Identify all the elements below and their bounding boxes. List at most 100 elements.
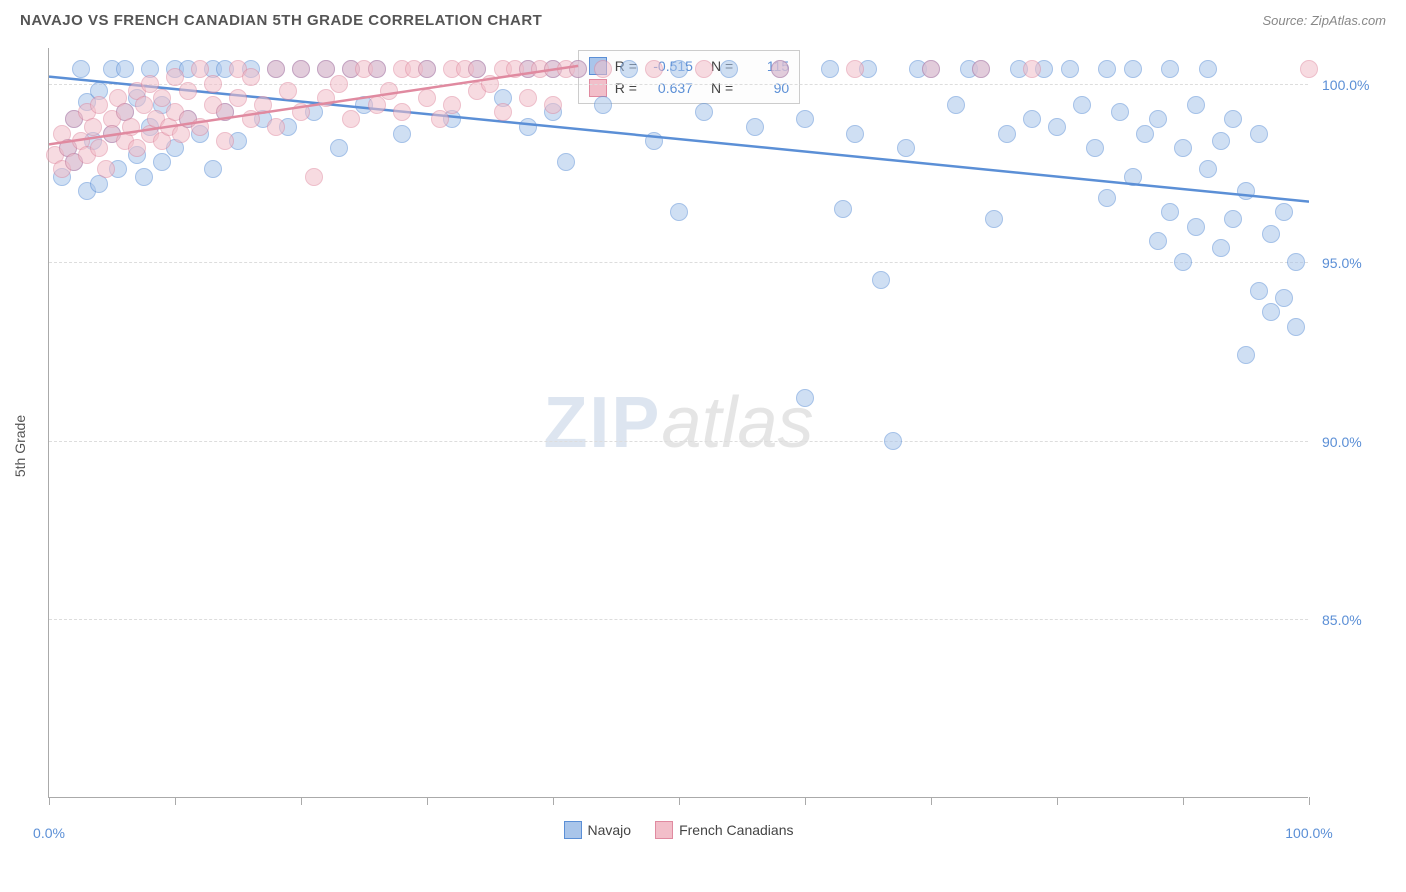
scatter-point: [1262, 225, 1280, 243]
legend-swatch: [655, 821, 673, 839]
scatter-point: [872, 271, 890, 289]
scatter-point: [1287, 318, 1305, 336]
scatter-point: [897, 139, 915, 157]
x-tick: [301, 797, 302, 805]
x-tick: [931, 797, 932, 805]
scatter-point: [72, 60, 90, 78]
scatter-point: [771, 60, 789, 78]
scatter-point: [191, 118, 209, 136]
scatter-point: [1300, 60, 1318, 78]
legend-r-prefix: R =: [615, 80, 637, 96]
legend-r-value: 0.637: [645, 80, 693, 96]
scatter-point: [695, 103, 713, 121]
scatter-point: [330, 139, 348, 157]
scatter-point: [720, 60, 738, 78]
scatter-point: [342, 110, 360, 128]
scatter-point: [1023, 110, 1041, 128]
bottom-legend-label: Navajo: [588, 822, 632, 838]
scatter-point: [1086, 139, 1104, 157]
x-tick: [1183, 797, 1184, 805]
scatter-point: [985, 210, 1003, 228]
scatter-point: [1237, 182, 1255, 200]
scatter-point: [122, 118, 140, 136]
scatter-point: [90, 139, 108, 157]
scatter-point: [267, 118, 285, 136]
gridline-horizontal: 85.0%: [49, 619, 1308, 620]
scatter-point: [1199, 60, 1217, 78]
gridline-horizontal: 100.0%: [49, 84, 1308, 85]
scatter-point: [204, 75, 222, 93]
scatter-point: [380, 82, 398, 100]
scatter-point: [1187, 218, 1205, 236]
scatter-point: [153, 153, 171, 171]
legend-swatch: [589, 79, 607, 97]
watermark-atlas: atlas: [661, 383, 813, 463]
scatter-point: [135, 168, 153, 186]
scatter-point: [204, 160, 222, 178]
scatter-point: [1275, 203, 1293, 221]
series-legend: Navajo French Canadians: [564, 821, 794, 839]
scatter-point: [418, 60, 436, 78]
scatter-point: [1098, 189, 1116, 207]
x-tick: [679, 797, 680, 805]
y-tick-label: 90.0%: [1322, 434, 1362, 450]
scatter-point: [305, 168, 323, 186]
scatter-point: [317, 89, 335, 107]
bottom-legend-item: French Canadians: [655, 821, 793, 839]
scatter-point: [1250, 125, 1268, 143]
scatter-point: [216, 132, 234, 150]
scatter-point: [292, 60, 310, 78]
scatter-point: [116, 60, 134, 78]
chart-plot-area: ZIPatlas R =-0.515N =115R =0.637N =90 Na…: [48, 48, 1308, 798]
scatter-point: [1048, 118, 1066, 136]
scatter-point: [695, 60, 713, 78]
scatter-point: [1124, 60, 1142, 78]
legend-row: R =-0.515N =115: [589, 55, 789, 77]
x-tick: [427, 797, 428, 805]
scatter-point: [481, 75, 499, 93]
watermark: ZIPatlas: [543, 382, 813, 464]
x-tick: [805, 797, 806, 805]
scatter-point: [1149, 232, 1167, 250]
legend-n-prefix: N =: [711, 80, 733, 96]
scatter-point: [1061, 60, 1079, 78]
x-tick: [175, 797, 176, 805]
scatter-point: [1262, 303, 1280, 321]
chart-title: NAVAJO VS FRENCH CANADIAN 5TH GRADE CORR…: [20, 12, 542, 29]
scatter-point: [1174, 253, 1192, 271]
scatter-point: [1224, 210, 1242, 228]
gridline-horizontal: 95.0%: [49, 262, 1308, 263]
scatter-point: [97, 160, 115, 178]
scatter-point: [620, 60, 638, 78]
scatter-point: [494, 103, 512, 121]
x-tick-label-right: 100.0%: [1285, 825, 1332, 841]
scatter-point: [821, 60, 839, 78]
scatter-point: [330, 75, 348, 93]
scatter-point: [569, 60, 587, 78]
legend-swatch: [564, 821, 582, 839]
scatter-point: [947, 96, 965, 114]
scatter-point: [1098, 60, 1116, 78]
gridline-horizontal: 90.0%: [49, 441, 1308, 442]
scatter-point: [1136, 125, 1154, 143]
scatter-point: [179, 82, 197, 100]
scatter-point: [229, 89, 247, 107]
bottom-legend-label: French Canadians: [679, 822, 793, 838]
scatter-point: [746, 118, 764, 136]
scatter-point: [796, 110, 814, 128]
scatter-point: [1212, 132, 1230, 150]
y-tick-label: 85.0%: [1322, 612, 1362, 628]
scatter-point: [922, 60, 940, 78]
scatter-point: [1073, 96, 1091, 114]
legend-row: R =0.637N =90: [589, 77, 789, 99]
y-tick-label: 100.0%: [1322, 77, 1369, 93]
scatter-point: [1174, 139, 1192, 157]
scatter-point: [1161, 203, 1179, 221]
scatter-point: [1275, 289, 1293, 307]
y-axis-label: 5th Grade: [12, 415, 28, 477]
scatter-point: [972, 60, 990, 78]
scatter-point: [1149, 110, 1167, 128]
scatter-point: [594, 60, 612, 78]
source-label: Source: ZipAtlas.com: [1262, 13, 1386, 28]
scatter-point: [1212, 239, 1230, 257]
